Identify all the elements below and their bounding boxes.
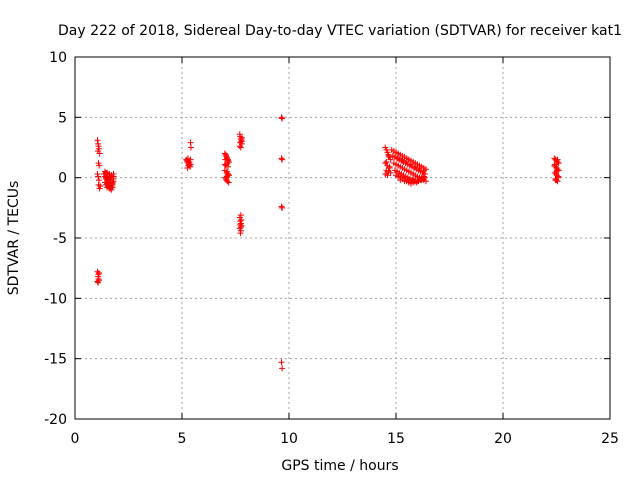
data-point <box>278 203 285 210</box>
data-point <box>104 180 111 187</box>
data-point <box>94 137 101 144</box>
data-point <box>96 162 103 169</box>
grid <box>75 57 610 419</box>
data-point <box>279 365 286 372</box>
data-point <box>222 156 229 163</box>
data-point <box>225 179 232 186</box>
data-point <box>414 178 421 185</box>
data-point <box>187 144 194 151</box>
data-point <box>403 158 410 165</box>
data-point <box>109 181 116 188</box>
y-tick-label: -15 <box>44 352 67 368</box>
data-point <box>95 269 102 276</box>
y-tick-label: -20 <box>44 412 67 428</box>
data-point <box>103 169 110 176</box>
data-point <box>405 177 412 184</box>
data-point <box>383 158 390 165</box>
data-point <box>553 167 560 174</box>
data-point <box>278 359 285 366</box>
data-point <box>237 144 244 151</box>
y-tick-label: 0 <box>58 171 67 187</box>
data-point <box>279 156 286 163</box>
data-point <box>279 115 286 122</box>
data-point <box>97 183 104 190</box>
data-point <box>387 156 394 163</box>
data-point <box>224 160 231 167</box>
data-point <box>110 171 117 178</box>
data-point <box>225 163 232 170</box>
data-point <box>387 169 394 176</box>
data-point <box>237 230 244 237</box>
data-point <box>187 156 194 163</box>
data-point <box>279 204 286 211</box>
chart-title: Day 222 of 2018, Sidereal Day-to-day VTE… <box>58 23 622 39</box>
x-tick-label: 20 <box>494 431 512 447</box>
y-tick-label: -10 <box>44 291 67 307</box>
data-point <box>397 177 404 184</box>
x-tick-label: 10 <box>280 431 298 447</box>
data-point <box>238 137 245 144</box>
data-point <box>407 161 414 168</box>
data-point <box>96 150 103 157</box>
data-point <box>399 157 406 164</box>
data-point <box>422 178 429 185</box>
x-tick-label: 15 <box>387 431 405 447</box>
y-tick-label: -5 <box>53 231 67 247</box>
data-point <box>395 155 402 162</box>
x-axis-label: GPS time / hours <box>281 458 398 474</box>
data-point <box>384 172 391 179</box>
data-point <box>410 175 417 182</box>
data-point <box>412 163 419 170</box>
x-tick-label: 5 <box>178 431 187 447</box>
axis-ticks: 0 5 10 15 20 25 -20 -15 -10 -5 0 5 10 <box>44 50 619 447</box>
data-point <box>222 175 229 182</box>
y-tick-label: 5 <box>58 110 67 126</box>
data-point <box>552 177 559 184</box>
data-point <box>555 160 562 167</box>
data-point <box>184 155 191 162</box>
data-point <box>401 178 408 185</box>
data-point <box>185 162 192 169</box>
data-point <box>386 163 393 170</box>
data-point <box>238 216 245 223</box>
data-point <box>418 177 425 184</box>
y-axis-label: SDTVAR / TECUs <box>6 181 22 296</box>
data-point <box>107 175 114 182</box>
data-point <box>420 173 427 180</box>
data-point <box>95 277 102 284</box>
data-point <box>551 161 558 168</box>
data-point <box>278 114 285 121</box>
data-point <box>420 167 427 174</box>
data-point <box>554 156 561 163</box>
x-tick-label: 25 <box>601 431 619 447</box>
data-point <box>94 278 101 285</box>
data-point <box>225 172 232 179</box>
data-point <box>237 224 244 231</box>
x-tick-label: 0 <box>71 431 80 447</box>
data-point <box>278 155 285 162</box>
data-point <box>95 173 102 180</box>
data-points <box>94 114 562 372</box>
y-tick-label: 10 <box>49 50 67 66</box>
data-point <box>416 165 423 172</box>
